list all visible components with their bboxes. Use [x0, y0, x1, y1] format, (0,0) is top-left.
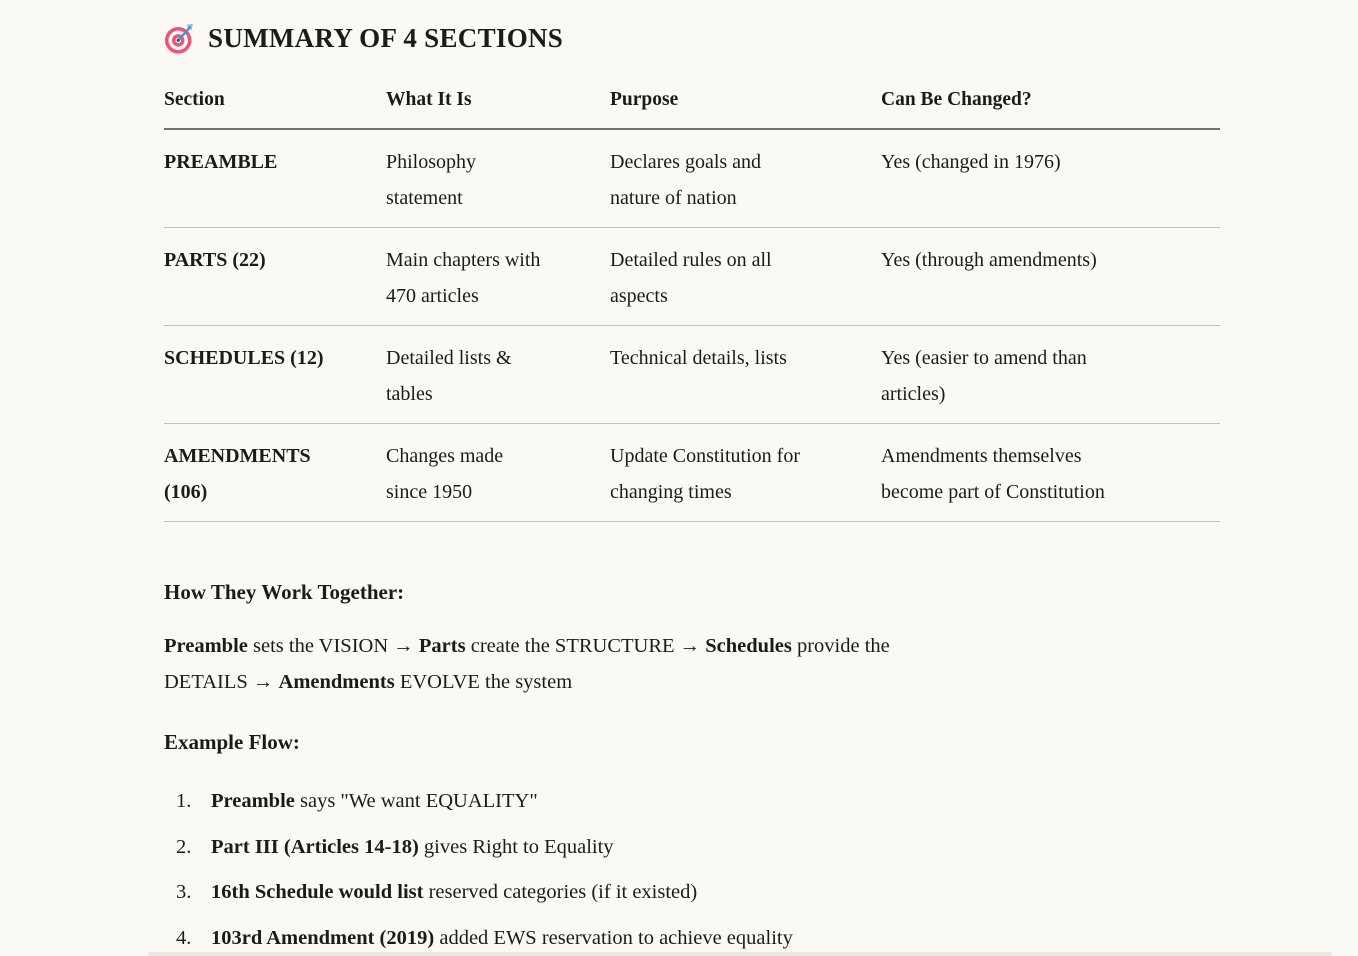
list-item-text: 103rd Amendment (2019) added EWS reserva… [211, 920, 793, 956]
flow-bold-parts: Parts [418, 635, 466, 657]
list-number: 4. [176, 926, 192, 949]
cell-can-be-changed: Yes (changed in 1976) [881, 129, 1220, 228]
list-item-1: 1. Preamble says "We want EQUALITY" [164, 783, 1222, 819]
summary-table: Section What It Is Purpose Can Be Change… [164, 87, 1220, 522]
table-row-preamble: PREAMBLE Philosophy statement Declares g… [164, 129, 1220, 228]
flow-bold-amendments: Amendments [278, 671, 395, 693]
cell-what-it-is: Detailed lists & tables [386, 325, 610, 424]
direct-hit-target-icon [164, 23, 193, 54]
list-item-bold: 103rd Amendment (2019) [211, 926, 435, 949]
list-item-text: Part III (Articles 14-18) gives Right to… [211, 829, 614, 865]
list-item-bold: 16th Schedule would list [211, 881, 424, 903]
next-block-top-edge [148, 952, 1332, 956]
column-header-section: Section [164, 87, 386, 130]
cell-section: PREAMBLE [164, 129, 386, 228]
column-header-can-be-changed: Can Be Changed? [881, 87, 1220, 130]
list-item-text: Preamble says "We want EQUALITY" [211, 783, 538, 819]
column-header-what-it-is: What It Is [386, 87, 610, 130]
list-item-rest: gives Right to Equality [418, 835, 614, 858]
cell-purpose: Update Constitution for changing times [610, 423, 881, 522]
example-flow-heading: Example Flow: [164, 730, 300, 754]
cell-purpose: Detailed rules on all aspects [610, 227, 881, 326]
cell-can-be-changed: Yes (easier to amend than articles) [881, 325, 1220, 424]
list-item-rest: says "We want EQUALITY" [294, 790, 538, 812]
flow-text-segment: create the STRUCTURE → [465, 635, 706, 657]
example-flow-list: 1. Preamble says "We want EQUALITY" 2. Par… [164, 783, 1222, 956]
cell-what-it-is: Main chapters with 470 articles [386, 227, 610, 326]
flow-text-segment: provide the DETAILS → [164, 635, 890, 693]
list-item-text: 16th Schedule would list reserved catego… [211, 874, 697, 910]
cell-can-be-changed: Amendments themselves become part of Con… [881, 423, 1220, 522]
table-header-row: Section What It Is Purpose Can Be Change… [164, 87, 1220, 130]
table-row-parts: PARTS (22) Main chapters with 470 articl… [164, 227, 1220, 326]
list-item-bold: Part III (Articles 14-18) [211, 835, 419, 858]
flow-bold-schedules: Schedules [705, 635, 792, 657]
list-item-bold: Preamble [211, 790, 295, 812]
flow-bold-preamble: Preamble [164, 635, 248, 657]
cell-can-be-changed: Yes (through amendments) [881, 227, 1220, 326]
cell-purpose: Technical details, lists [610, 325, 881, 424]
page-title: SUMMARY OF 4 SECTIONS [208, 23, 564, 53]
list-number: 1. [176, 790, 192, 812]
cell-what-it-is: Changes made since 1950 [386, 423, 610, 522]
column-header-purpose: Purpose [610, 87, 881, 130]
list-item-4: 4. 103rd Amendment (2019) added EWS reser… [164, 920, 1222, 956]
document-content: SUMMARY OF 4 SECTIONS Section What It Is… [164, 20, 1222, 956]
list-item-2: 2. Part III (Articles 14-18) gives Right … [164, 829, 1222, 865]
flow-text-segment: sets the VISION → [247, 635, 419, 657]
flow-paragraph: Preamble sets the VISION → Parts create … [164, 628, 1174, 700]
how-they-work-heading: How They Work Together: [164, 580, 405, 604]
cell-what-it-is: Philosophy statement [386, 129, 610, 228]
list-item-rest: reserved categories (if it existed) [423, 881, 698, 903]
cell-purpose: Declares goals and nature of nation [610, 129, 881, 228]
list-item-3: 3. 16th Schedule would list reserved cate… [164, 874, 1222, 910]
list-item-rest: added EWS reservation to achieve equalit… [434, 926, 793, 949]
cell-section: PARTS (22) [164, 227, 386, 326]
list-number: 2. [176, 835, 192, 858]
page-title-row: SUMMARY OF 4 SECTIONS [164, 20, 1222, 56]
cell-section: SCHEDULES (12) [164, 325, 386, 424]
cell-section: AMENDMENTS (106) [164, 423, 386, 522]
table-row-schedules: SCHEDULES (12) Detailed lists & tables T… [164, 325, 1220, 424]
flow-text-segment: EVOLVE the system [394, 671, 573, 693]
list-number: 3. [176, 881, 192, 903]
table-row-amendments: AMENDMENTS (106) Changes made since 1950… [164, 423, 1220, 522]
